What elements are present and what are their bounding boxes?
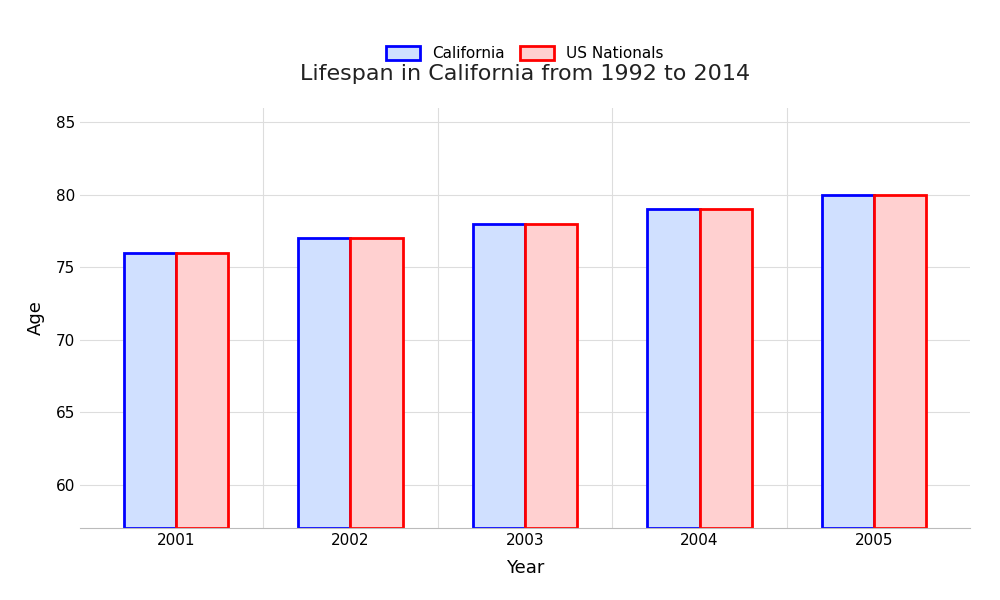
- Bar: [822, 195, 874, 528]
- Bar: [124, 253, 176, 528]
- Bar: [176, 253, 228, 528]
- Bar: [700, 209, 752, 528]
- Bar: [647, 209, 700, 528]
- Bar: [298, 238, 350, 528]
- X-axis label: Year: Year: [506, 559, 544, 577]
- Bar: [874, 195, 926, 528]
- Bar: [473, 224, 525, 528]
- Bar: [525, 224, 577, 528]
- Bar: [350, 238, 403, 528]
- Y-axis label: Age: Age: [27, 301, 45, 335]
- Title: Lifespan in California from 1992 to 2014: Lifespan in California from 1992 to 2014: [300, 64, 750, 84]
- Legend: California, US Nationals: California, US Nationals: [380, 40, 670, 67]
